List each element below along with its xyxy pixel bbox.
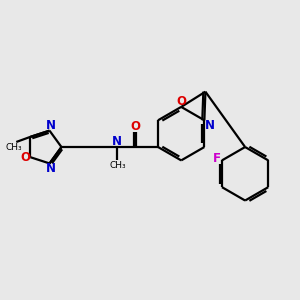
Text: N: N [46,162,56,175]
Text: N: N [46,119,56,132]
Text: N: N [112,136,122,148]
Text: O: O [131,120,141,133]
Text: CH₃: CH₃ [109,161,126,170]
Text: N: N [205,119,215,132]
Text: O: O [177,95,187,108]
Text: O: O [20,151,30,164]
Text: CH₃: CH₃ [5,142,22,152]
Text: F: F [213,152,220,165]
